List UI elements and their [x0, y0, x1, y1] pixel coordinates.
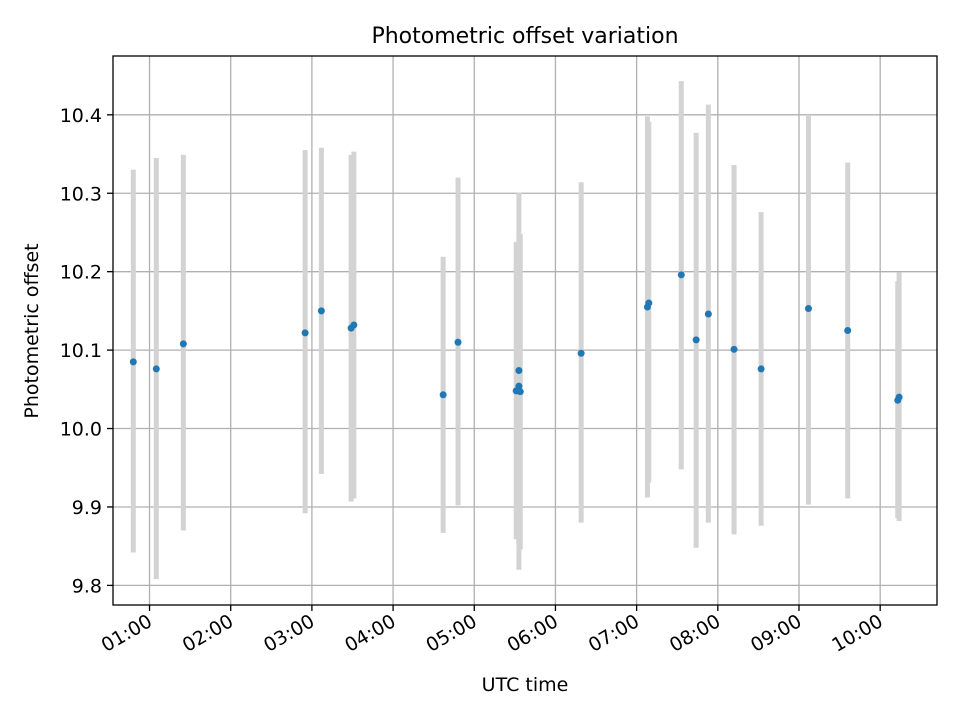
data-point-4 — [317, 307, 325, 315]
y-axis-ticks: 9.8 9.9 10.0 10.1 10.2 10.3 10.4 — [60, 105, 113, 597]
data-point-16 — [677, 271, 685, 279]
data-point-22 — [844, 327, 852, 334]
data-point-8 — [454, 338, 462, 346]
data-point-21 — [804, 305, 812, 313]
data-point-17 — [692, 336, 700, 344]
data-points — [129, 271, 903, 404]
data-point-24 — [895, 393, 903, 401]
data-point-6 — [350, 321, 358, 329]
grid — [113, 56, 937, 605]
data-point-19 — [730, 345, 738, 353]
chart-title: Photometric offset variation — [371, 24, 678, 49]
data-point-20 — [757, 365, 765, 373]
data-point-1 — [152, 365, 160, 373]
y-tick-label: 10.2 — [60, 262, 102, 284]
plot-frame — [112, 55, 938, 606]
y-tick-label: 9.9 — [72, 497, 102, 519]
y-tick-label: 10.0 — [60, 419, 102, 441]
data-point-10 — [515, 382, 523, 390]
y-tick-label: 10.4 — [60, 105, 102, 127]
data-point-18 — [704, 310, 712, 318]
data-point-11 — [515, 366, 523, 374]
y-tick-label: 9.8 — [72, 575, 102, 597]
data-point-15 — [645, 299, 653, 307]
data-point-12 — [516, 388, 524, 396]
y-tick-label: 10.1 — [60, 340, 102, 362]
data-point-0 — [129, 358, 137, 366]
data-point-2 — [179, 340, 187, 348]
y-axis-label: Photometric offset — [21, 243, 43, 418]
data-point-13 — [577, 349, 585, 357]
y-tick-label: 10.3 — [60, 183, 102, 205]
data-point-7 — [439, 391, 447, 399]
data-point-3 — [301, 329, 309, 337]
x-axis-label: UTC time — [482, 674, 569, 696]
